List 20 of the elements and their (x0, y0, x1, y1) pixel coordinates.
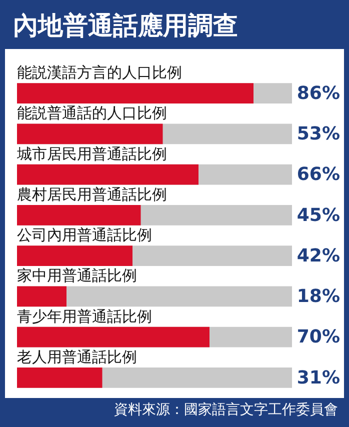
y-tick-label: 公司內用普通話比例 (17, 226, 152, 244)
y-tick-label: 農村居民用普通話比例 (17, 185, 167, 204)
source-note: 資料來源：國家語言文字工作委員會 (5, 398, 344, 422)
y-tick-label: 城市居民用普通話比例 (16, 144, 167, 163)
data-label: 42% (296, 245, 340, 266)
data-label: 31% (296, 367, 340, 388)
bar (17, 368, 102, 388)
data-label: 70% (296, 326, 340, 348)
data-label: 18% (296, 286, 340, 308)
y-tick-label: 青少年用普通話比例 (17, 307, 152, 326)
y-tick-label: 老人用普通話比例 (17, 348, 137, 366)
y-tick-label: 能説漢語方言的人口比例 (17, 64, 182, 82)
data-label: 53% (296, 124, 340, 145)
y-tick-label: 能説普通話的人口比例 (17, 104, 167, 122)
data-label: 66% (296, 164, 340, 186)
data-label: 45% (296, 204, 340, 226)
chart-title: 內地普通話應用調查 (5, 5, 344, 49)
data-label: 86% (296, 82, 340, 104)
bar (17, 286, 66, 307)
y-tick-label: 家中用普通話比例 (17, 266, 137, 285)
